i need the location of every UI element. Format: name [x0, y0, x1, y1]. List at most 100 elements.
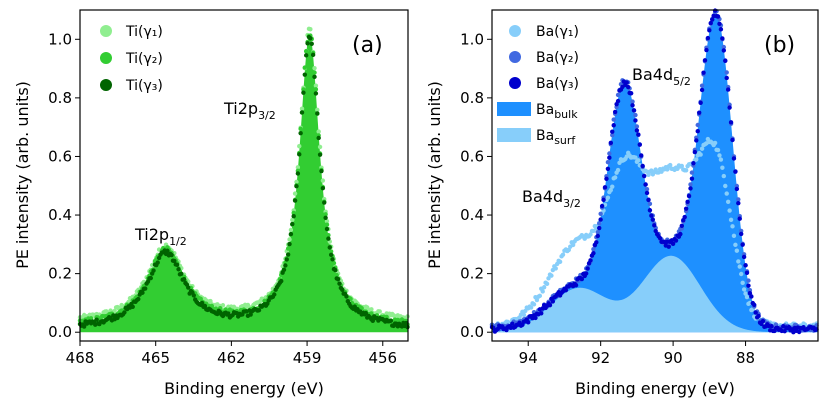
panel-b-data-point [598, 217, 603, 222]
panel-a-data-point [156, 255, 162, 261]
panel-b-data-point [708, 20, 713, 26]
panel-a-data-point [330, 257, 335, 262]
panel-b-data-point [739, 271, 744, 277]
panel-a-data-point [283, 263, 288, 268]
panel-b-data-point [721, 44, 727, 50]
panel-a-data-point [328, 252, 334, 257]
panel-a-data-point [179, 271, 184, 277]
panel-a-data-point [186, 285, 191, 290]
panel-a-data-point [303, 49, 309, 54]
panel-b-data-point [605, 195, 611, 200]
panel-b-data-point [631, 108, 637, 113]
panel-b-data-point [601, 197, 606, 203]
panel-a-data-point [297, 143, 302, 149]
panel-b-data-point [541, 285, 547, 290]
panel-b-data-point [546, 276, 551, 281]
panel-b-data-point [666, 244, 671, 249]
legend-label-ba-gamma1: Ba(γ₁) [536, 24, 579, 40]
panel-b-data-point [670, 241, 676, 246]
panel-b-data-point [644, 190, 650, 196]
panel-b-data-point [534, 297, 540, 303]
panel-b-data-point [630, 99, 635, 104]
panel-a-data-point [335, 276, 341, 282]
panel-a-data-point [191, 293, 196, 298]
panel-b-data-point [615, 167, 621, 173]
panel-a-data-point [324, 226, 330, 232]
panel-b-data-point [544, 281, 550, 287]
legend-label-ba-bulk-sub: bulk [554, 108, 578, 121]
panel-b-data-point [637, 142, 642, 147]
panel-b-data-point [692, 149, 698, 155]
panel-b-data-point [591, 228, 596, 234]
panel-a-data-point [388, 318, 394, 323]
panel-a-y-tick-label: 0.4 [48, 206, 72, 224]
panel-b-data-point [611, 123, 616, 128]
panel-b-data-point [679, 223, 684, 229]
panel-a-data-point [324, 219, 330, 224]
panel-b-data-point [610, 184, 615, 189]
panel-a-data-point [340, 287, 345, 292]
panel-b-data-point [689, 170, 695, 175]
panel-b-label: (b) [764, 33, 795, 58]
panel-a-fit-area [80, 34, 408, 333]
panel-b-y-tick-label: 0.6 [460, 147, 484, 165]
panel-b-data-point [760, 318, 766, 324]
panel-b-data-point [644, 186, 650, 192]
panel-b-data-point [712, 140, 718, 146]
panel-a-data-point [369, 311, 374, 316]
panel-a-data-point [352, 304, 357, 309]
panel-b-data-point [717, 21, 722, 27]
panel-a-data-point [281, 267, 287, 273]
panel-a-x-tick-label: 465 [141, 349, 170, 367]
legend-item-ba-surf: Basurf [497, 128, 576, 147]
panel-b-data-point [702, 58, 708, 63]
panel-a-data-point [326, 233, 331, 238]
panel-b-data-point [691, 161, 696, 166]
panel-b-data-point [695, 129, 700, 134]
panel-b-data-point [679, 163, 684, 169]
panel-b-data-point [694, 138, 699, 143]
panel-a-data-point [290, 217, 295, 223]
panel-a-data-point [302, 72, 308, 77]
panel-a-data-point [297, 152, 302, 157]
panel-a-series-1 [77, 26, 410, 323]
panel-b-data-point [694, 157, 699, 162]
panel-b-data-point [597, 225, 602, 231]
panel-b-data-point [740, 242, 745, 247]
panel-b-data-point [721, 48, 727, 53]
annotation-ba4d-fivehalf: Ba4d5/2 [632, 65, 691, 88]
panel-b-data-point [710, 17, 715, 22]
annotation-ba4d-threehalf: Ba4d3/2 [522, 187, 581, 210]
legend-label-ti-gamma1: Ti(γ₁) [125, 24, 163, 40]
panel-a-data-point [337, 281, 342, 286]
panel-a-data-point [403, 320, 409, 326]
panel-b-data-point [717, 153, 722, 158]
panel-b-data-point [573, 283, 579, 288]
panel-b-data-point [598, 211, 603, 216]
panel-b-data-point [782, 328, 787, 334]
annotation-ti2p-half-main: Ti2p [134, 225, 169, 244]
panel-b-y-tick-label: 0.8 [460, 89, 484, 107]
panel-b-data-point [718, 157, 724, 162]
legend-label-ti-gamma2: Ti(γ₂) [125, 51, 163, 67]
panel-b-data-point [647, 201, 653, 207]
panel-b-data-point [608, 187, 614, 193]
panel-b-data-point [796, 329, 802, 335]
panel-a-data-point [331, 260, 337, 266]
panel-b-data-point [526, 320, 531, 325]
panel-a-x-tick-label: 468 [66, 349, 95, 367]
panel-b-data-point [550, 299, 556, 304]
panel-b-data-point [686, 193, 692, 199]
panel-b-data-point [626, 84, 631, 90]
panel-a-data-point [363, 310, 369, 316]
panel-b-data-point [725, 199, 731, 204]
legend-item-ba-bulk: Babulk [497, 102, 578, 121]
annotation-ti2p-half: Ti2p1/2 [134, 225, 187, 248]
panel-b-data-point [594, 240, 599, 245]
panel-b-data-point [736, 200, 741, 206]
panel-a-data-point [315, 107, 320, 113]
legend-swatch-ba-surf [497, 128, 531, 142]
panel-a-x-tick-label: 462 [217, 349, 246, 367]
legend-label-ba-surf-main: Ba [536, 128, 554, 144]
